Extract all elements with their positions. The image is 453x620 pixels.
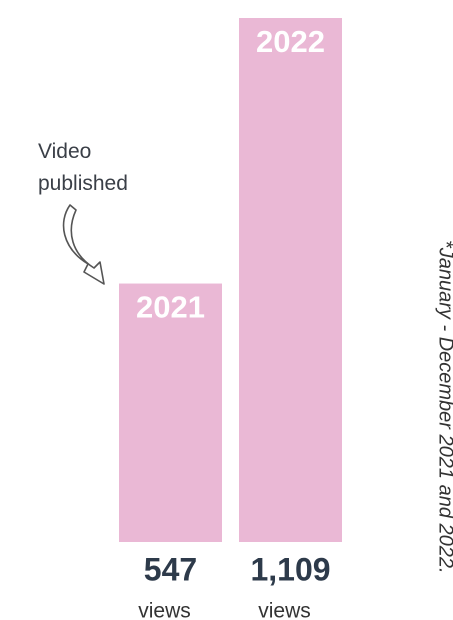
category-label: 2022	[256, 24, 325, 59]
bar	[119, 283, 222, 542]
annotation-arrow	[62, 204, 105, 285]
unit-label: views	[258, 600, 311, 620]
value-label: 1,109	[250, 551, 330, 587]
bar	[239, 18, 342, 542]
annotation: Video published	[38, 140, 128, 195]
category-label: 2021	[136, 290, 205, 325]
value-label: 547	[144, 551, 197, 587]
unit-label: views	[138, 600, 191, 620]
footnote: *January - December 2021 and 2022.	[435, 240, 453, 574]
